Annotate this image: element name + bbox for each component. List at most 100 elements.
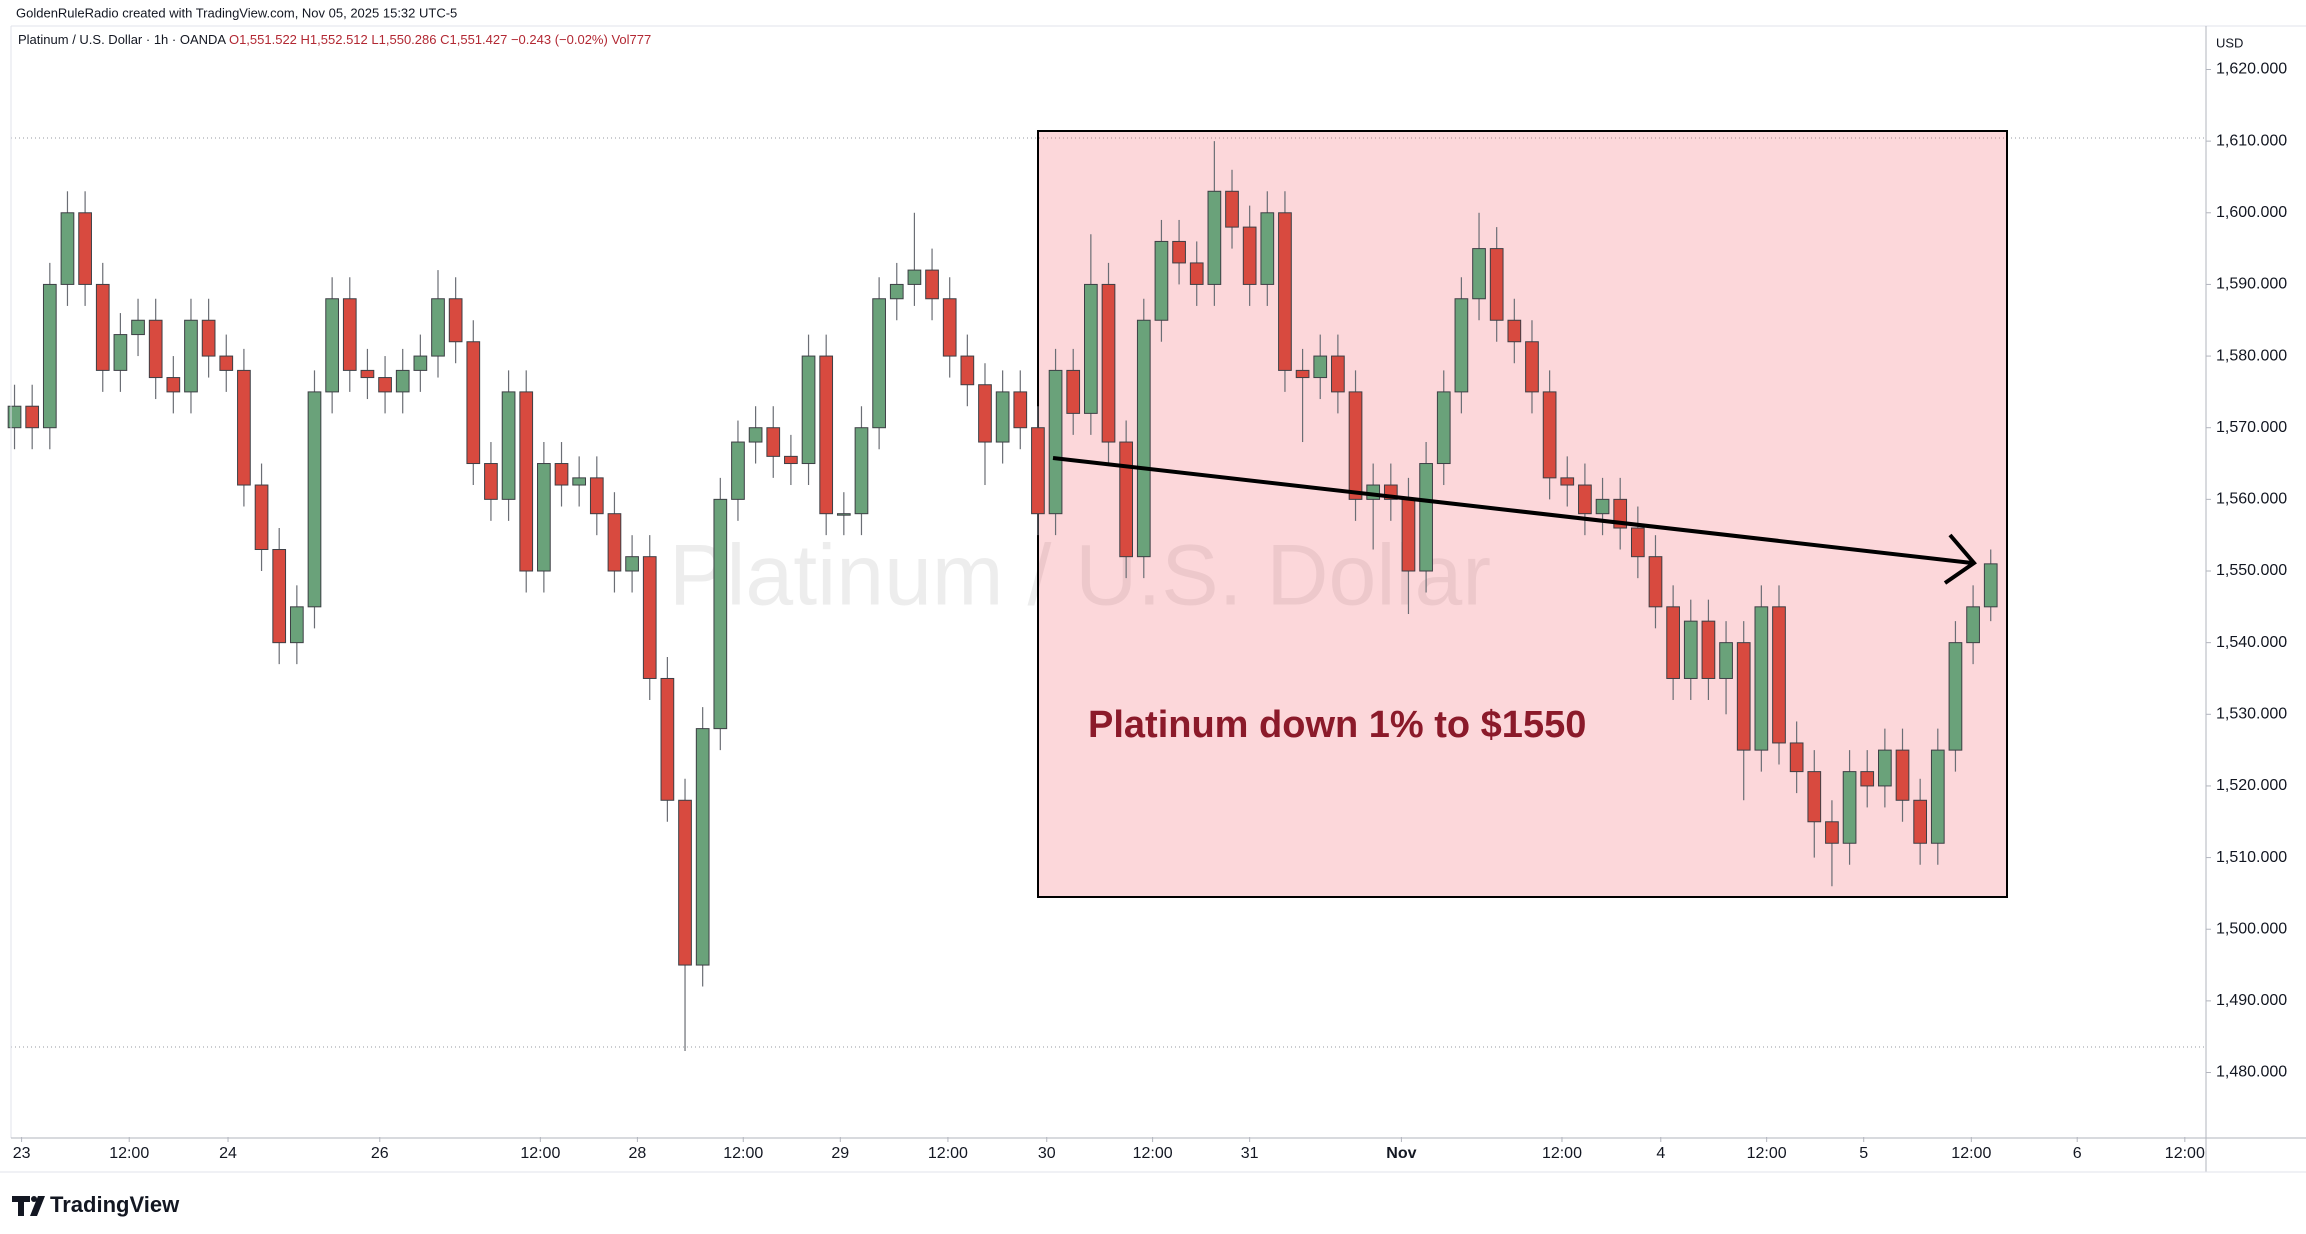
candle-body [1754, 606, 1769, 751]
candle-body [184, 319, 198, 393]
candle-body [1913, 799, 1928, 844]
candle-body [7, 405, 22, 429]
candle-body [642, 556, 657, 679]
close: C1,551.427 [440, 32, 507, 47]
annotation: Platinum down 1% to $1550 [1088, 704, 1586, 746]
logo-icon [12, 1196, 45, 1216]
x-tick-label: 12:00 [109, 1145, 149, 1162]
candle-body [1242, 226, 1257, 285]
x-tick-label: 12:00 [723, 1145, 763, 1162]
x-tick-label: 31 [1241, 1145, 1259, 1162]
candle-body [960, 355, 975, 386]
candle-body [572, 477, 587, 486]
candle-body [1825, 821, 1839, 844]
candle-body [1736, 642, 1751, 751]
candle-body [148, 319, 163, 379]
candle-body [237, 369, 251, 486]
candle-body [1031, 427, 1045, 515]
x-tick-label: 30 [1038, 1145, 1056, 1162]
candle-body [1966, 606, 1980, 644]
open: O1,551.522 [229, 32, 297, 47]
candle-body [1278, 212, 1292, 371]
candle-body [1719, 642, 1733, 679]
candle-body [1701, 620, 1716, 679]
candle-body [1542, 391, 1557, 479]
candle-body [1066, 369, 1081, 414]
candle-body [342, 298, 357, 371]
currency: USD [2216, 35, 2243, 50]
y-tick-label: 1,520.000 [2216, 777, 2287, 794]
candle-body [1101, 283, 1116, 443]
candle-body [1348, 391, 1363, 500]
candle-body [519, 391, 534, 572]
candle-body [713, 498, 728, 730]
candle-body [907, 269, 922, 285]
x-tick-label: 28 [628, 1145, 646, 1162]
x-tick-label: 12:00 [1542, 1145, 1582, 1162]
x-tick-label: 24 [219, 1145, 237, 1162]
candle-body [660, 677, 675, 801]
credit: GoldenRuleRadio created with TradingView… [16, 5, 457, 20]
candle-body [1578, 484, 1592, 515]
watermark: Platinum / U.S. Dollar [669, 528, 1491, 624]
candle-body [995, 391, 1010, 443]
candle-body [95, 283, 110, 371]
candle-body [537, 463, 551, 572]
candle-body [1595, 498, 1610, 515]
x-tick-label: 12:00 [928, 1145, 968, 1162]
x-tick-label: 12:00 [1951, 1145, 1991, 1162]
candle-body [925, 269, 939, 300]
candle-body [1119, 441, 1133, 558]
candle-body [378, 377, 392, 393]
candle-body [1789, 742, 1804, 773]
candle-body [1648, 556, 1663, 608]
candle-body [1207, 190, 1222, 285]
candle-body [25, 405, 40, 429]
candle-body [201, 319, 216, 357]
candle-body [1948, 642, 1963, 751]
candle-body [1772, 606, 1786, 744]
candle-body [589, 477, 604, 515]
symbol: Platinum / U.S. Dollar · 1h · OANDA [18, 32, 226, 47]
x-tick-label: 12:00 [2165, 1145, 2205, 1162]
x-tick-label: 12:00 [1133, 1145, 1173, 1162]
y-tick-label: 1,610.000 [2216, 132, 2287, 149]
y-tick-label: 1,620.000 [2216, 61, 2287, 78]
x-tick-label: 12:00 [520, 1145, 560, 1162]
candle-body [307, 391, 322, 608]
candle-body [448, 298, 463, 343]
x-tick-label: 23 [13, 1145, 31, 1162]
candle-body [289, 606, 304, 644]
x-tick-label: 29 [831, 1145, 849, 1162]
candle-body [60, 212, 75, 285]
candle-body [1666, 606, 1680, 679]
candle-body [1560, 477, 1575, 486]
candle-body [678, 799, 692, 966]
candle-body [1295, 369, 1310, 379]
candle-body [1860, 771, 1875, 787]
candle-body [695, 728, 710, 966]
y-tick-label: 1,490.000 [2216, 992, 2287, 1009]
candle-body [1084, 283, 1098, 414]
candle-body [625, 556, 639, 572]
y-tick-label: 1,580.000 [2216, 347, 2287, 364]
candle-body [1136, 319, 1151, 558]
candle-body [1260, 212, 1275, 285]
candle-body [113, 334, 128, 371]
y-tick-label: 1,540.000 [2216, 634, 2287, 651]
x-tick-label: 12:00 [1747, 1145, 1787, 1162]
y-tick-label: 1,600.000 [2216, 204, 2287, 221]
candle-body [854, 427, 869, 515]
candle-body [272, 549, 287, 644]
candle-body [78, 212, 92, 285]
candle-body [554, 463, 569, 486]
candle-body [325, 298, 339, 393]
candle-body [466, 341, 481, 465]
candle-body [942, 298, 957, 357]
x-tick-label: 6 [2073, 1145, 2082, 1162]
candle-body [1313, 355, 1328, 379]
arrow-head [1943, 533, 1977, 585]
candle-body [748, 427, 763, 443]
